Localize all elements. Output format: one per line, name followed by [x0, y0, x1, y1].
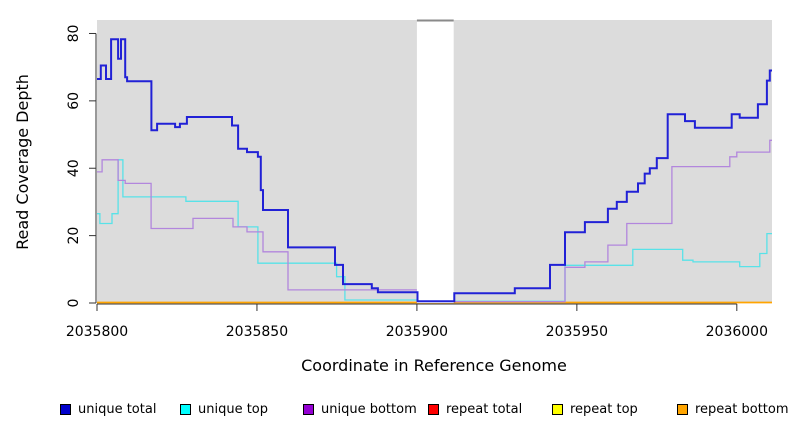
no-data-gap-top-cap: [416, 19, 454, 22]
legend-item-unique-total: unique total: [60, 399, 156, 419]
x-tick-label: 2035850: [226, 324, 288, 340]
legend-swatch-unique-top: [180, 403, 191, 415]
x-axis-title: Coordinate in Reference Genome: [301, 356, 567, 375]
legend-swatch-repeat-bottom: [677, 403, 688, 415]
x-tick-label: 2035800: [66, 324, 128, 340]
y-tick-label: 80: [66, 25, 82, 43]
series-layer: [97, 19, 772, 304]
legend-item-unique-bottom: unique bottom: [303, 399, 417, 419]
legend-item-unique-top: unique top: [180, 399, 268, 419]
x-tick-label: 2035950: [546, 324, 608, 340]
y-tick-label: 60: [66, 92, 82, 110]
legend-label: unique top: [198, 401, 269, 417]
legend-label: unique bottom: [321, 401, 417, 417]
legend-label: repeat top: [570, 401, 638, 417]
legend: unique total unique top unique bottom repea…: [0, 399, 792, 423]
legend-swatch-unique-bottom: [303, 403, 314, 415]
legend-swatch-unique-total: [60, 403, 71, 415]
y-tick-label: 20: [66, 227, 82, 245]
axes-layer: 0 20 40 60 80 2035800 2035850 2035900 2035950 203…: [66, 25, 768, 340]
legend-label: repeat bottom: [695, 401, 789, 417]
legend-label: repeat total: [446, 401, 523, 417]
legend-swatch-repeat-top: [552, 403, 563, 415]
y-tick-label: 0: [66, 299, 82, 308]
y-tick-label: 40: [66, 159, 82, 177]
series-unique-total-line: [97, 38, 772, 303]
y-axis-title: Read Coverage Depth: [13, 74, 32, 250]
legend-item-repeat-bottom: repeat bottom: [677, 399, 789, 419]
legend-item-repeat-top: repeat top: [552, 399, 638, 419]
x-tick-label: 2035900: [386, 324, 448, 340]
x-tick-label: 2036000: [706, 324, 768, 340]
legend-label: unique total: [78, 401, 157, 417]
no-data-gap: [416, 20, 454, 303]
series-unique-bottom-line: [97, 139, 772, 303]
legend-swatch-repeat-total: [428, 403, 439, 415]
legend-item-repeat-total: repeat total: [428, 399, 522, 419]
